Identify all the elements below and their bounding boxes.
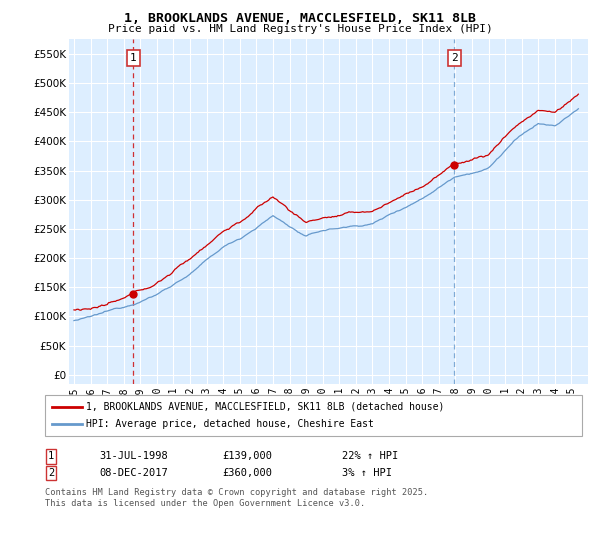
Text: Price paid vs. HM Land Registry's House Price Index (HPI): Price paid vs. HM Land Registry's House … [107, 24, 493, 34]
Text: 31-JUL-1998: 31-JUL-1998 [99, 451, 168, 461]
Text: 3% ↑ HPI: 3% ↑ HPI [342, 468, 392, 478]
Text: 1, BROOKLANDS AVENUE, MACCLESFIELD, SK11 8LB (detached house): 1, BROOKLANDS AVENUE, MACCLESFIELD, SK11… [86, 402, 444, 412]
Text: 22% ↑ HPI: 22% ↑ HPI [342, 451, 398, 461]
Text: HPI: Average price, detached house, Cheshire East: HPI: Average price, detached house, Ches… [86, 419, 374, 430]
Text: 2: 2 [451, 53, 458, 63]
Text: 08-DEC-2017: 08-DEC-2017 [99, 468, 168, 478]
Text: 1, BROOKLANDS AVENUE, MACCLESFIELD, SK11 8LB: 1, BROOKLANDS AVENUE, MACCLESFIELD, SK11… [124, 12, 476, 25]
Text: 2: 2 [48, 468, 54, 478]
Text: £139,000: £139,000 [222, 451, 272, 461]
Text: Contains HM Land Registry data © Crown copyright and database right 2025.
This d: Contains HM Land Registry data © Crown c… [45, 488, 428, 508]
Text: 1: 1 [130, 53, 137, 63]
Text: £360,000: £360,000 [222, 468, 272, 478]
Text: 1: 1 [48, 451, 54, 461]
